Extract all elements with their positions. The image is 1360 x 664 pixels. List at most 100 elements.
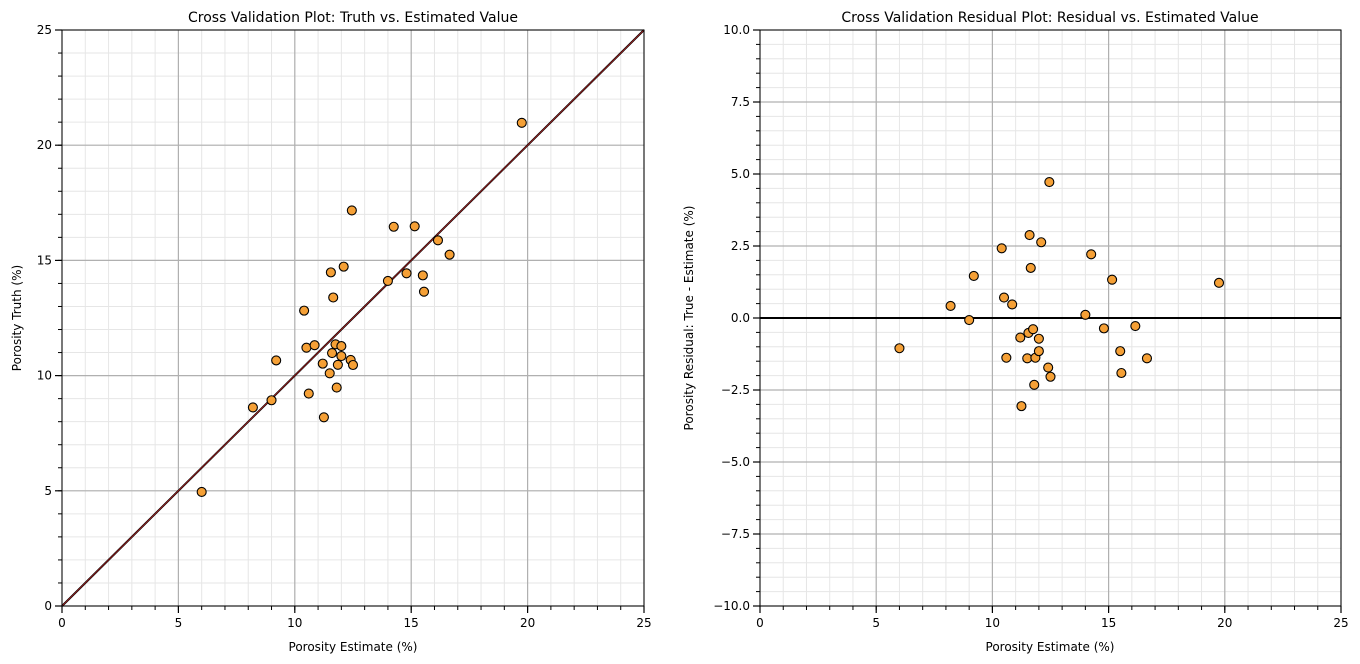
data-points [894,177,1225,412]
data-point [299,305,310,316]
data-point [1025,262,1036,273]
data-point [318,412,329,423]
data-point [1033,346,1044,357]
x-tick-label: 10 [287,616,302,630]
data-point [1107,274,1118,285]
data-point [1141,353,1152,364]
x-tick-label: 25 [636,616,651,630]
data-point [1115,346,1126,357]
x-tick-label: 5 [872,616,880,630]
data-point [996,243,1007,254]
y-tick-label: −7.5 [721,527,750,541]
data-point [418,286,430,297]
data-point [388,221,399,232]
data-point [332,359,343,370]
x-tick-label: 20 [1217,616,1232,630]
data-point [1213,277,1225,288]
residual-vs-estimate-chart: Cross Validation Residual Plot: Residual… [682,10,1349,654]
ticks: 0 5 10 15 20 25 0 5 10 15 20 25 [37,23,652,630]
y-tick-label: 20 [37,138,52,152]
ticks: 0 5 10 15 20 25 −10.0 −7.5 −5.0 −2.5 0.0 2.5 5.0 7.5 1… [713,23,1348,630]
data-point [347,359,359,371]
y-axis-label: Porosity Truth (%) [10,265,24,371]
data-point [338,261,349,272]
x-axis-label: Porosity Estimate (%) [986,640,1115,654]
data-point [331,382,342,393]
data-point [401,268,412,279]
reference-line-inner [61,29,645,607]
data-point [1098,323,1109,334]
data-point [1024,230,1035,241]
data-point [1086,249,1097,260]
data-point [336,350,347,362]
data-point [336,341,347,352]
data-point [1029,379,1040,390]
data-point [271,355,282,366]
data-point [417,270,428,281]
x-tick-label: 15 [404,616,419,630]
data-point [516,117,527,128]
chart-title: Cross Validation Plot: Truth vs. Estimat… [188,10,518,26]
y-tick-label: 0 [44,599,52,613]
data-point [1116,367,1127,379]
y-tick-label: 2.5 [731,239,750,253]
y-tick-label: 7.5 [731,95,750,109]
y-tick-label: 10.0 [723,23,750,37]
data-point [346,205,357,216]
data-point [324,368,335,379]
data-point [1080,309,1091,320]
truth-vs-estimate-chart: Cross Validation Plot: Truth vs. Estimat… [10,10,652,654]
data-point [328,292,339,303]
plot-area: 0 5 10 15 20 25 −10.0 −7.5 −5.0 −2.5 0.0 2.5 5.0 7.5 1… [713,23,1348,630]
data-point [409,221,420,232]
y-tick-label: 5.0 [731,167,750,181]
data-point [968,270,979,282]
x-tick-label: 0 [756,616,764,630]
data-point [1015,332,1026,343]
x-axis-label: Porosity Estimate (%) [289,640,418,654]
data-point [309,340,320,351]
y-tick-label: −10.0 [713,599,750,613]
data-point [1036,237,1047,248]
data-point [303,388,314,399]
x-tick-label: 0 [58,616,66,630]
y-tick-label: 10 [37,369,52,383]
data-point [444,249,455,260]
chart-title: Cross Validation Residual Plot: Residual… [841,10,1258,26]
data-point [196,486,207,498]
data-point [432,235,444,246]
y-tick-label: −2.5 [721,383,750,397]
data-point [326,347,338,359]
data-point [1130,321,1141,332]
y-tick-label: 15 [37,253,52,267]
x-tick-label: 25 [1333,616,1348,630]
y-tick-label: −5.0 [721,455,750,469]
data-point [1007,299,1018,310]
data-point [1033,333,1044,344]
data-point [998,292,1010,303]
y-axis-label: Porosity Residual: True - Estimate (%) [682,206,696,431]
data-point [1016,401,1027,412]
x-tick-label: 10 [985,616,1000,630]
plot-area: 0 5 10 15 20 25 0 5 10 15 20 25 [37,23,652,630]
x-tick-label: 5 [175,616,183,630]
data-point [1001,352,1012,363]
y-tick-label: 0.0 [731,311,750,325]
data-point [1044,177,1055,188]
data-point [1043,362,1054,373]
data-point [266,395,277,406]
data-point [317,358,328,369]
y-tick-label: 5 [44,484,52,498]
y-tick-label: 25 [37,23,52,37]
data-point [325,267,336,278]
data-point [945,300,956,311]
x-tick-label: 20 [520,616,535,630]
data-point [964,314,975,326]
plot-frame [61,29,645,607]
x-tick-label: 15 [1101,616,1116,630]
data-point [1028,324,1039,335]
data-point [382,275,393,286]
data-point [894,343,905,354]
data-points [196,117,527,498]
